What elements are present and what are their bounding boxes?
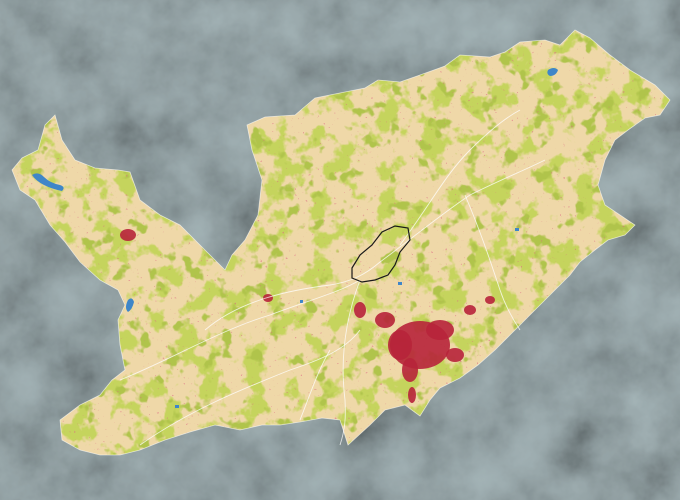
urban-patch (408, 387, 416, 403)
sub-basin-boundary (139, 329, 361, 446)
sub-basin-boundary (464, 194, 521, 331)
urban-patch (354, 302, 366, 318)
region-outline (11, 29, 671, 456)
sub-basin-boundaries (119, 109, 546, 446)
urban-patch (263, 294, 273, 302)
water-body (515, 228, 519, 231)
sub-basin-boundary (339, 279, 361, 446)
urban-patch (426, 320, 454, 340)
urban-areas (120, 229, 495, 403)
sub-basin-boundary (299, 349, 331, 421)
sub-basin-boundary (379, 159, 546, 263)
water-body (300, 300, 303, 303)
water-body (398, 282, 402, 285)
urban-patch (464, 305, 476, 315)
sub-basin-boundary (204, 261, 381, 331)
highlighted-basin[interactable] (351, 225, 411, 283)
urban-patch (388, 330, 412, 360)
water-bodies (32, 68, 558, 408)
urban-patch (446, 348, 464, 362)
urban-patch (402, 358, 418, 382)
water-body (175, 405, 179, 408)
water-body (547, 68, 558, 76)
urban-patch (120, 229, 136, 241)
urban-patch (485, 296, 495, 304)
sub-basin-boundary (119, 279, 361, 381)
water-body (32, 173, 64, 191)
urban-patch (375, 312, 395, 328)
water-body (126, 298, 134, 312)
sub-basin-boundary (399, 109, 521, 246)
